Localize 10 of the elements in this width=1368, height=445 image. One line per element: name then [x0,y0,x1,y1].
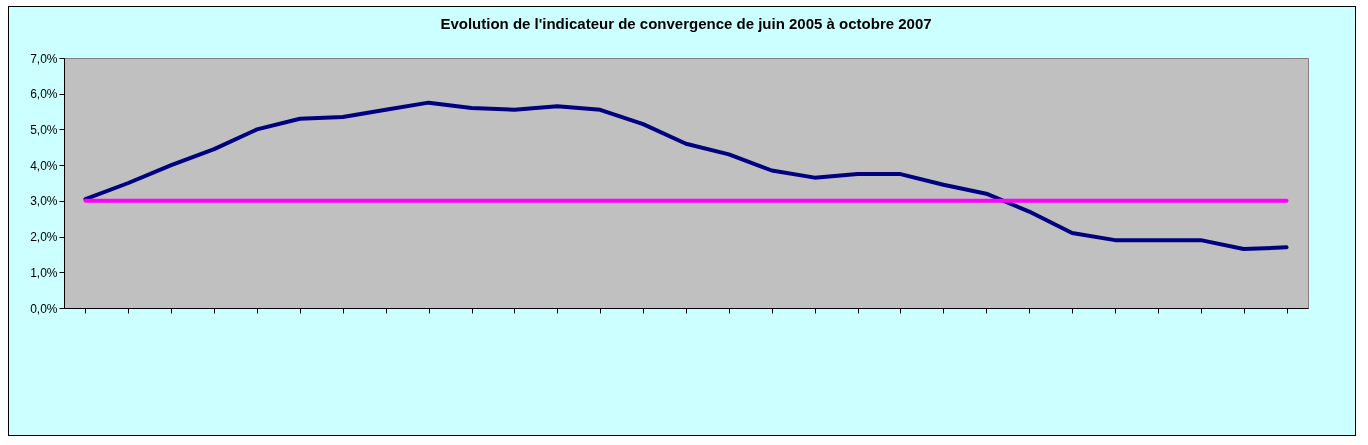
y-tick-label: 4,0% [30,158,58,173]
y-tick-label: 7,0% [30,51,58,66]
y-tick-label: 6,0% [30,87,58,102]
y-tick-label: 3,0% [30,194,58,209]
y-tick-label: 0,0% [30,301,58,316]
y-tick-label: 1,0% [30,265,58,280]
line-series [83,100,1289,252]
y-tick-label: 2,0% [30,230,58,245]
y-tick-label: 5,0% [30,122,58,137]
chart-title: Evolution de l'indicateur de convergence de juin 2005 à octobre 2007 [440,15,932,32]
